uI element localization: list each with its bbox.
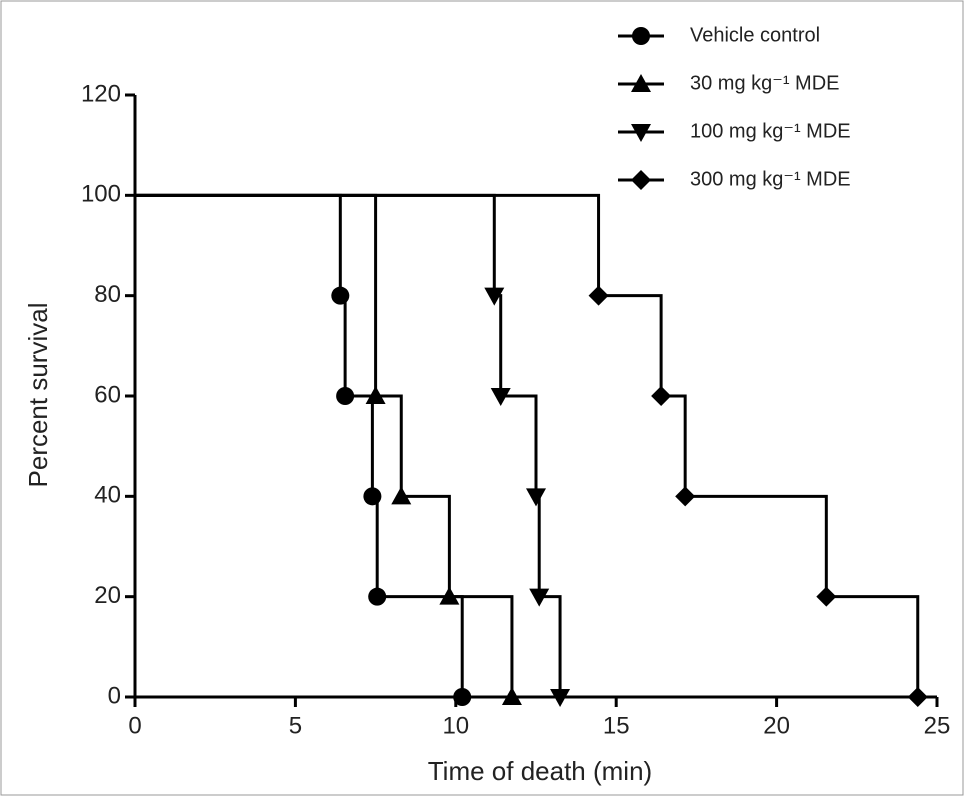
legend-marker [631, 170, 651, 190]
x-tick-label: 15 [603, 712, 630, 739]
legend-marker [631, 124, 651, 142]
survival-line [135, 193, 562, 697]
x-tick-label: 10 [442, 712, 469, 739]
marker [363, 487, 382, 506]
legend-label: 100 mg kg⁻¹ MDE [690, 120, 851, 142]
marker [501, 687, 522, 705]
y-tick-label: 60 [94, 381, 121, 408]
y-tick-label: 80 [94, 281, 121, 308]
marker [675, 486, 696, 507]
marker [816, 586, 837, 607]
y-axis-label: Percent survival [23, 303, 53, 488]
x-tick-label: 25 [924, 712, 951, 739]
marker [453, 688, 472, 706]
survival-line [135, 193, 920, 697]
marker [490, 388, 511, 406]
marker [368, 587, 387, 606]
y-tick-label: 100 [81, 181, 121, 208]
marker [529, 588, 550, 607]
legend-label: 300 mg kg⁻¹ MDE [690, 168, 851, 190]
survival-line [135, 193, 514, 697]
marker [907, 687, 928, 707]
legend-label: Vehicle control [690, 24, 820, 46]
x-tick-label: 5 [289, 712, 302, 739]
y-tick-label: 120 [81, 80, 121, 107]
marker [588, 285, 609, 306]
y-tick-label: 20 [94, 582, 121, 609]
survival-line [135, 193, 464, 697]
x-tick-label: 0 [128, 712, 141, 739]
y-tick-label: 40 [94, 482, 121, 509]
x-tick-label: 20 [763, 712, 790, 739]
marker [484, 287, 505, 306]
legend-marker [631, 74, 651, 92]
marker [336, 387, 355, 405]
marker [526, 488, 546, 507]
y-tick-label: 0 [108, 682, 121, 709]
marker [391, 486, 412, 505]
marker [651, 386, 672, 406]
legend-label: 30 mg kg⁻¹ MDE [690, 72, 839, 94]
marker [550, 689, 571, 707]
marker [439, 586, 460, 605]
marker [331, 286, 350, 305]
marker [365, 386, 386, 404]
x-axis-label: Time of death (min) [428, 756, 652, 786]
legend-marker [632, 27, 650, 45]
